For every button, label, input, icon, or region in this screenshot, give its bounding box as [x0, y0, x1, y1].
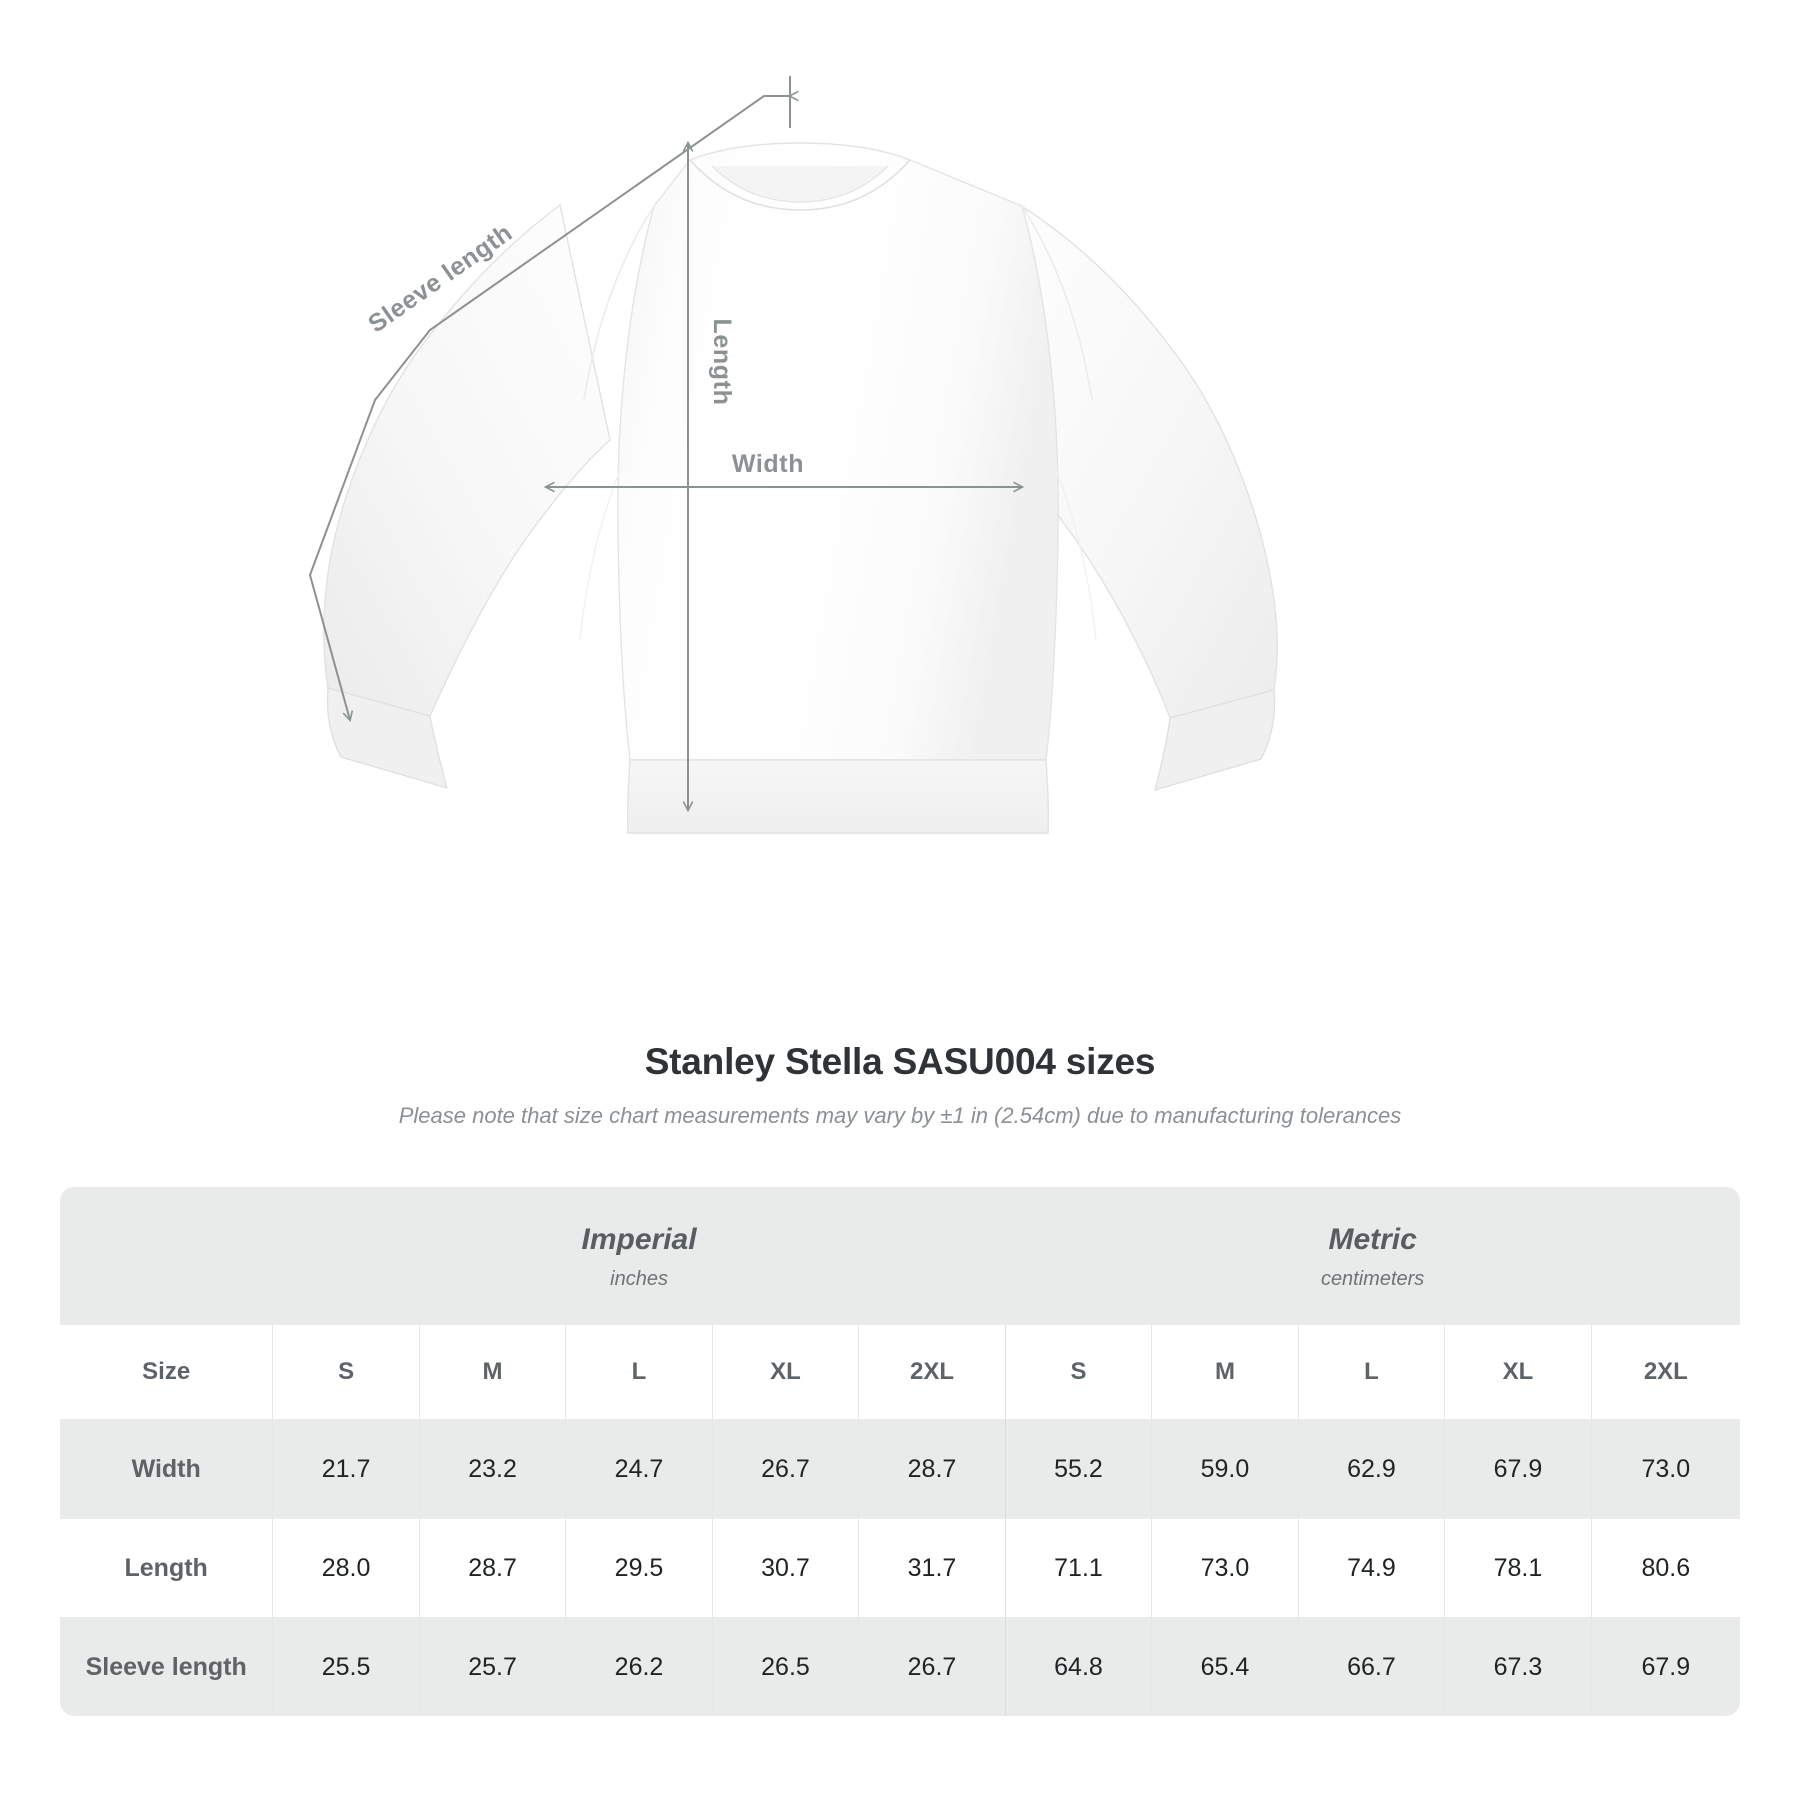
header-metric-m: M [1151, 1325, 1299, 1420]
right-cuff [1154, 689, 1276, 792]
width-measure: Width [546, 450, 1022, 487]
cell-width-metric-l: 62.9 [1297, 1419, 1445, 1519]
size-chart-table: Imperial inches Metric centimeters Size … [60, 1187, 1740, 1716]
unit-group-metric: Metric centimeters [1005, 1187, 1740, 1325]
cell-width-imperial-l: 24.7 [565, 1419, 713, 1519]
cell-length-metric-l: 74.9 [1297, 1518, 1445, 1618]
sleeve-length-line [308, 96, 790, 720]
header-imperial-xl: XL [711, 1325, 859, 1420]
row-label-width: Width [60, 1419, 273, 1519]
header-size-label: Size [60, 1325, 273, 1420]
cell-length-metric-m: 73.0 [1151, 1518, 1299, 1618]
body [617, 142, 1059, 761]
cell-sleeve-imperial-m: 25.7 [418, 1617, 566, 1716]
length-label: Length [708, 319, 736, 406]
table-row: Width 21.7 23.2 24.7 26.7 28.7 55.2 59.0… [60, 1419, 1740, 1519]
cell-length-imperial-l: 29.5 [565, 1518, 713, 1618]
unit-group-imperial-sub: inches [610, 1267, 668, 1290]
width-label: Width [732, 450, 804, 478]
cell-sleeve-metric-m: 65.4 [1151, 1617, 1299, 1716]
fabric-fold-right [1055, 469, 1097, 641]
cell-width-metric-xl: 67.9 [1444, 1419, 1592, 1519]
cell-sleeve-imperial-s: 25.5 [272, 1617, 420, 1716]
cell-sleeve-metric-l: 66.7 [1297, 1617, 1445, 1716]
tolerance-note: Please note that size chart measurements… [398, 1103, 1402, 1129]
row-label-sleeve-length: Sleeve length [60, 1617, 273, 1716]
unit-corner-cell [60, 1187, 273, 1325]
row-label-length: Length [60, 1518, 273, 1618]
header-imperial-l: L [565, 1325, 713, 1420]
cell-sleeve-metric-xl: 67.3 [1444, 1617, 1592, 1716]
unit-group-metric-name: Metric [1328, 1222, 1417, 1256]
cell-width-imperial-m: 23.2 [418, 1419, 566, 1519]
size-header-row: Size S M L XL 2XL S M L XL 2XL [60, 1325, 1740, 1420]
cell-width-metric-m: 59.0 [1151, 1419, 1299, 1519]
unit-group-imperial: Imperial inches [272, 1187, 1006, 1325]
header-metric-2xl: 2XL [1590, 1325, 1740, 1420]
garment-illustration: Sleeve length Length Width [308, 76, 1279, 834]
cell-length-metric-xl: 78.1 [1444, 1518, 1592, 1618]
table-row: Sleeve length 25.5 25.7 26.2 26.5 26.7 6… [60, 1617, 1740, 1716]
cell-width-metric-2xl: 73.0 [1590, 1419, 1740, 1519]
cell-width-imperial-xl: 26.7 [711, 1419, 859, 1519]
table-row: Length 28.0 28.7 29.5 30.7 31.7 71.1 73.… [60, 1518, 1740, 1618]
cell-sleeve-imperial-2xl: 26.7 [858, 1617, 1006, 1716]
cell-length-metric-s: 71.1 [1004, 1518, 1152, 1618]
page-title: Stanley Stella SASU004 sizes [644, 1041, 1156, 1082]
length-measure: Length [688, 143, 736, 810]
size-chart-table-wrapper: Imperial inches Metric centimeters Size … [60, 1187, 1740, 1716]
cell-length-imperial-2xl: 31.7 [858, 1518, 1006, 1618]
header-metric-s: S [1004, 1325, 1152, 1420]
left-sleeve [323, 203, 611, 717]
unit-group-metric-sub: centimeters [1320, 1267, 1425, 1290]
right-shoulder-seam [1021, 205, 1093, 401]
right-sleeve [991, 203, 1279, 719]
unit-group-row: Imperial inches Metric centimeters [60, 1187, 1740, 1325]
header-metric-xl: XL [1444, 1325, 1592, 1420]
cell-width-metric-s: 55.2 [1004, 1419, 1152, 1519]
cell-length-metric-2xl: 80.6 [1590, 1518, 1740, 1618]
unit-group-imperial-name: Imperial [581, 1222, 697, 1256]
fabric-fold-left [579, 469, 621, 641]
cell-length-imperial-xl: 30.7 [711, 1518, 859, 1618]
chart-caption: Stanley Stella SASU004 sizes Please note… [0, 1040, 1800, 1131]
header-imperial-m: M [418, 1325, 566, 1420]
header-metric-l: L [1297, 1325, 1445, 1420]
cell-width-imperial-2xl: 28.7 [858, 1419, 1006, 1519]
cell-length-imperial-m: 28.7 [418, 1518, 566, 1618]
hem-band [626, 759, 1050, 834]
header-imperial-s: S [272, 1325, 420, 1420]
header-imperial-2xl: 2XL [858, 1325, 1006, 1420]
cell-sleeve-metric-2xl: 67.9 [1590, 1617, 1740, 1716]
cell-length-imperial-s: 28.0 [272, 1518, 420, 1618]
cell-sleeve-imperial-l: 26.2 [565, 1617, 713, 1716]
cell-sleeve-metric-s: 64.8 [1004, 1617, 1152, 1716]
cell-width-imperial-s: 21.7 [272, 1419, 420, 1519]
cell-sleeve-imperial-xl: 26.5 [711, 1617, 859, 1716]
